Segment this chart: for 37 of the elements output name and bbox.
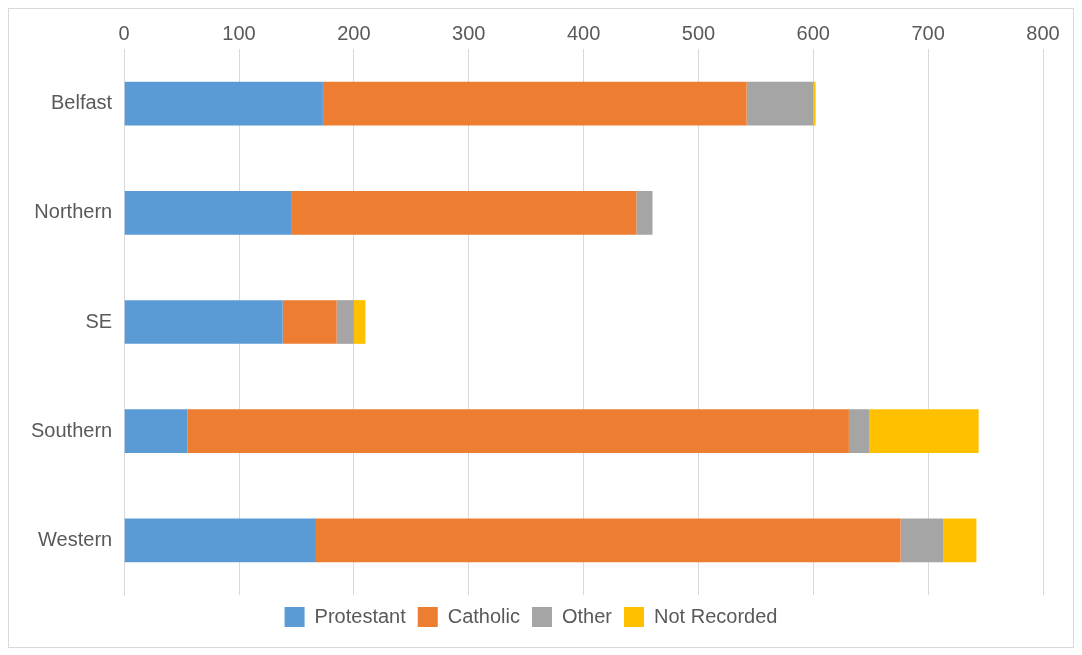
legend-label: Other <box>562 604 613 627</box>
y-tick-label: Belfast <box>51 91 113 114</box>
legend-label: Catholic <box>447 604 521 627</box>
y-tick-label: Southern <box>31 418 113 441</box>
x-tick-label: 700 <box>911 21 945 44</box>
bar <box>124 409 188 454</box>
bar <box>900 518 944 563</box>
x-tick-label: 0 <box>118 21 130 44</box>
y-tick-label: SE <box>85 309 113 332</box>
legend-label: Not Recorded <box>654 604 778 627</box>
bar <box>124 190 292 235</box>
bar <box>124 300 283 344</box>
bar <box>336 300 354 344</box>
bar <box>124 81 323 126</box>
bar <box>746 81 814 126</box>
x-tick-label: 100 <box>222 21 256 44</box>
y-tick-label: Northern <box>34 200 113 223</box>
bar <box>943 518 977 563</box>
bar <box>315 518 901 563</box>
y-tick-label: Western <box>38 527 113 550</box>
bar <box>813 81 816 126</box>
bar <box>353 300 366 344</box>
bar <box>848 409 870 454</box>
x-tick-label: 300 <box>452 21 486 44</box>
bar <box>869 409 979 454</box>
bar <box>187 409 849 454</box>
bar <box>322 81 747 126</box>
bar <box>282 300 337 344</box>
x-tick-label: 600 <box>796 21 830 44</box>
legend-label: Protestant <box>314 604 407 627</box>
x-tick-label: 400 <box>566 21 601 44</box>
bar <box>636 190 653 235</box>
bar <box>124 518 316 563</box>
bar <box>291 190 637 235</box>
x-tick-label: 800 <box>1026 21 1060 44</box>
x-tick-label: 200 <box>337 21 371 44</box>
x-tick-label: 500 <box>681 21 716 44</box>
